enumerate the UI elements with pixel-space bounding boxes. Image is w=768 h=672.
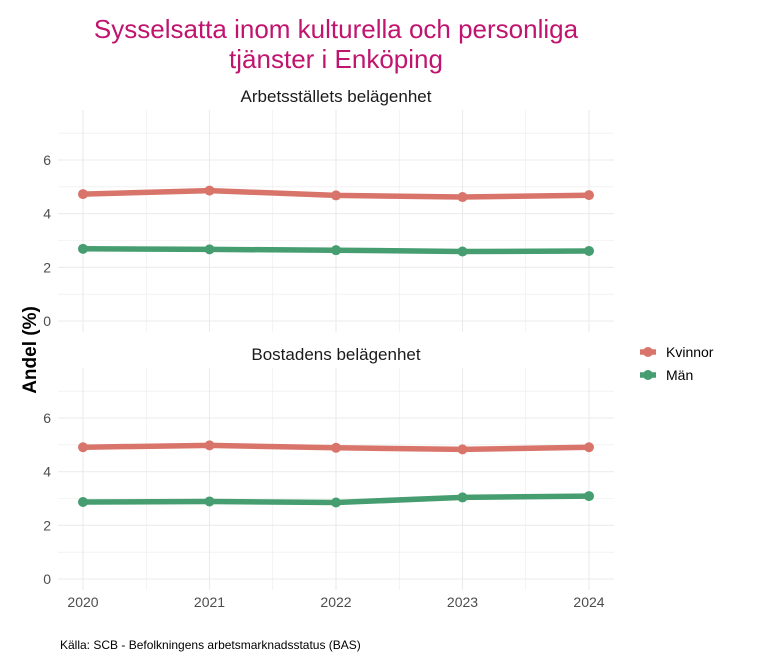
data-point-män <box>204 496 215 507</box>
legend-label-män: Män <box>666 367 693 383</box>
data-point-kvinnor <box>457 444 468 455</box>
data-point-män <box>331 497 341 508</box>
panel-title: Arbetsställets belägenhet <box>241 87 432 106</box>
data-point-män <box>457 492 468 503</box>
data-point-män <box>457 246 468 257</box>
data-point-kvinnor <box>584 190 594 201</box>
data-point-män <box>204 244 215 255</box>
data-point-män <box>584 245 594 256</box>
data-point-kvinnor <box>204 185 215 196</box>
panel-1: Arbetsställets belägenhet 0 2 4 6 <box>43 87 614 332</box>
panel-title: Bostadens belägenhet <box>251 345 420 364</box>
data-point-män <box>331 245 341 256</box>
y-tick-label: 6 <box>43 410 51 426</box>
y-tick-label: 6 <box>43 152 51 168</box>
data-point-kvinnor <box>331 190 341 201</box>
y-tick-label: 2 <box>43 259 51 275</box>
data-point-män <box>78 496 88 507</box>
y-tick-label: 0 <box>43 571 51 587</box>
legend-key-point <box>643 370 653 380</box>
x-tick-label: 2023 <box>447 594 478 610</box>
y-tick-label: 4 <box>43 464 51 480</box>
data-point-män <box>78 243 88 254</box>
data-point-kvinnor <box>78 189 88 200</box>
data-point-kvinnor <box>457 192 468 203</box>
y-tick-label: 2 <box>43 517 51 533</box>
data-point-kvinnor <box>78 442 88 453</box>
x-tick-label: 2024 <box>573 594 604 610</box>
x-tick-label: 2020 <box>67 594 98 610</box>
x-tick-label: 2021 <box>194 594 225 610</box>
data-point-män <box>584 491 594 502</box>
chart-title-line-1: Sysselsatta inom kulturella och personli… <box>94 14 579 44</box>
panel-2: Bostadens belägenhet 0 2 4 6 <box>43 345 614 590</box>
y-tick-label: 4 <box>43 206 51 222</box>
caption: Källa: SCB - Befolkningens arbetsmarknad… <box>60 638 361 652</box>
chart-title-line-2: tjänster i Enköping <box>229 44 443 74</box>
legend-label-kvinnor: Kvinnor <box>666 344 714 360</box>
y-tick-label: 0 <box>43 313 51 329</box>
y-axis-label: Andel (%) <box>20 306 41 394</box>
x-tick-label: 2022 <box>320 594 351 610</box>
data-point-kvinnor <box>204 440 215 451</box>
legend-key-point <box>643 347 653 357</box>
legend: Kvinnor Män <box>640 344 714 383</box>
data-point-kvinnor <box>584 442 594 453</box>
data-point-kvinnor <box>331 442 341 453</box>
